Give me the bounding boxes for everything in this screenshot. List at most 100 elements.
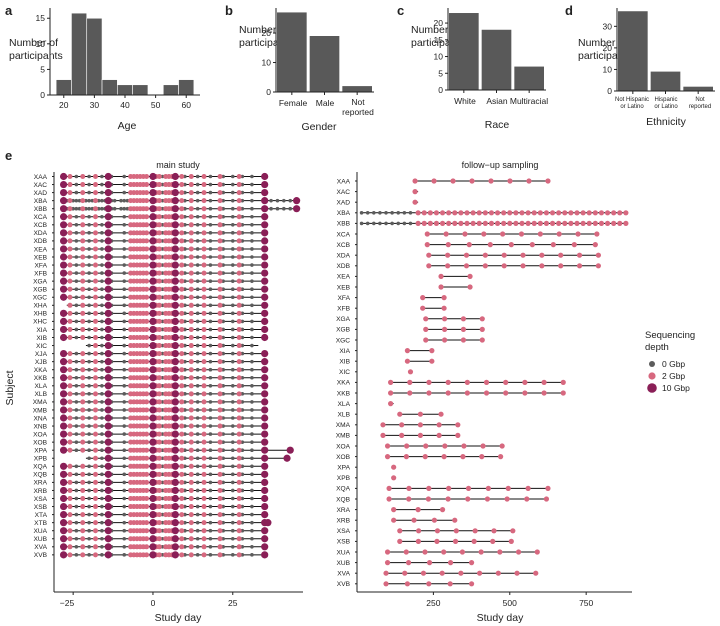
b-ytick-label: 10 (262, 58, 272, 68)
point-2gbp (404, 358, 411, 364)
point-2gbp (460, 316, 467, 322)
point-0gbp (87, 190, 91, 195)
point-10gbp (293, 205, 301, 213)
point-2gbp (156, 552, 162, 558)
point-0gbp (208, 214, 213, 219)
point-2gbp (188, 294, 194, 300)
point-2gbp (423, 337, 429, 343)
point-10gbp (261, 494, 269, 503)
point-2gbp (217, 528, 223, 534)
point-10gbp (149, 494, 157, 503)
point-2gbp (467, 273, 473, 279)
a-xtick-label: 30 (90, 100, 100, 110)
point-10gbp (59, 519, 68, 527)
point-2gbp (531, 210, 537, 216)
point-2gbp (67, 463, 73, 469)
point-0gbp (402, 221, 407, 226)
point-2gbp (217, 487, 223, 493)
point-10gbp (59, 510, 68, 519)
point-0gbp (122, 239, 127, 243)
point-2gbp (80, 214, 86, 220)
point-0gbp (208, 263, 213, 267)
point-0gbp (384, 221, 388, 226)
point-2gbp (179, 246, 185, 252)
point-2gbp (188, 471, 194, 477)
point-10gbp (171, 374, 179, 382)
point-2gbp (525, 210, 531, 216)
point-2gbp (80, 471, 86, 477)
point-0gbp (122, 327, 127, 332)
point-2gbp (80, 496, 86, 501)
point-2gbp (236, 407, 242, 413)
point-0gbp (87, 359, 91, 364)
point-0gbp (208, 375, 213, 380)
xtick-white: White (454, 96, 476, 106)
point-0gbp (250, 231, 254, 235)
point-2gbp (438, 284, 444, 290)
point-2gbp (522, 379, 528, 385)
point-10gbp (149, 462, 157, 470)
point-2gbp (431, 178, 437, 184)
point-2gbp (93, 198, 98, 204)
age-bar (162, 84, 179, 96)
point-10gbp (261, 358, 269, 366)
point-2gbp (488, 220, 495, 226)
point-2gbp (445, 252, 451, 258)
point-10gbp (261, 438, 269, 446)
xtick-main-neg25: −25 (60, 598, 75, 608)
point-0gbp (195, 239, 200, 243)
point-2gbp (144, 431, 150, 437)
point-10gbp (104, 414, 112, 422)
point-0gbp (230, 206, 235, 211)
point-10gbp (149, 366, 157, 374)
point-2gbp (179, 335, 185, 340)
point-0gbp (74, 367, 79, 372)
point-0gbp (250, 504, 254, 509)
subject-label: XVB (337, 581, 351, 588)
point-0gbp (250, 456, 254, 461)
point-10gbp (149, 333, 157, 342)
point-0gbp (208, 464, 213, 469)
subject-label: XLA (338, 401, 351, 408)
point-2gbp (93, 431, 98, 437)
point-2gbp (188, 246, 194, 252)
point-2gbp (482, 252, 488, 258)
point-2gbp (179, 455, 185, 461)
point-0gbp (87, 206, 91, 211)
ethnicity-bar-chart: Number of participants Not Hispanic or L… (578, 8, 715, 128)
point-10gbp (261, 382, 269, 390)
point-2gbp (179, 552, 185, 558)
point-10gbp (171, 350, 179, 358)
point-2gbp (93, 302, 98, 308)
point-2gbp (531, 220, 537, 226)
point-2gbp (188, 286, 194, 292)
point-2gbp (236, 326, 242, 332)
point-10gbp (149, 293, 157, 301)
point-2gbp (484, 496, 491, 502)
point-2gbp (617, 210, 623, 216)
point-0gbp (74, 327, 79, 332)
point-2gbp (236, 528, 242, 534)
point-0gbp (230, 335, 235, 340)
point-0gbp (250, 190, 254, 195)
point-2gbp (93, 318, 98, 324)
point-0gbp (195, 520, 200, 525)
point-2gbp (179, 206, 185, 212)
point-2gbp (574, 210, 580, 216)
point-10gbp (59, 285, 68, 293)
ylabel-e: Subject (4, 370, 16, 405)
subject-label: XFB (337, 306, 350, 313)
point-10gbp (171, 325, 179, 334)
subject-label: XEA (34, 246, 48, 253)
point-2gbp (529, 242, 535, 248)
point-2gbp (518, 231, 525, 237)
point-0gbp (250, 263, 254, 267)
point-2gbp (188, 512, 194, 518)
point-2gbp (236, 278, 242, 284)
point-0gbp (100, 440, 104, 444)
point-0gbp (230, 528, 235, 533)
point-2gbp (80, 302, 86, 308)
point-10gbp (59, 229, 68, 237)
point-0gbp (208, 440, 213, 444)
point-2gbp (236, 238, 242, 244)
